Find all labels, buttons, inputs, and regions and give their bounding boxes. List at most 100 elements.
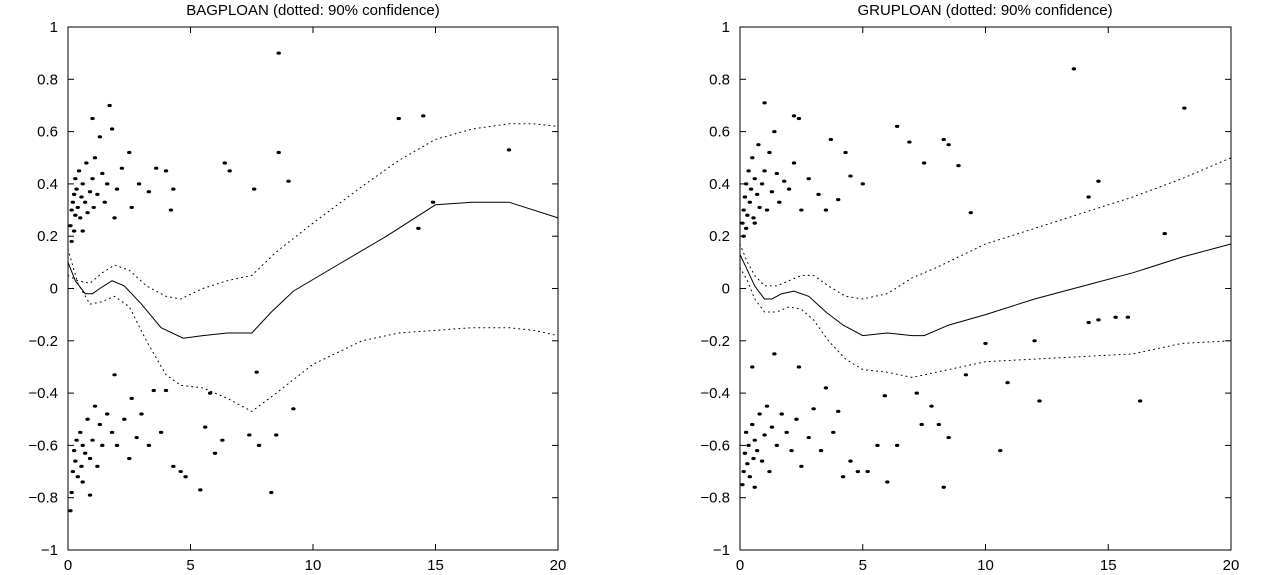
left-data-point <box>95 192 100 196</box>
left-data-point <box>80 182 85 186</box>
left-data-point <box>163 388 169 393</box>
right-data-point <box>1005 381 1010 385</box>
left-data-point <box>506 148 512 152</box>
right-data-point <box>885 480 890 484</box>
left-y-tick-label: 0.2 <box>37 228 58 245</box>
right-data-point <box>956 163 961 168</box>
right-data-point <box>796 365 802 369</box>
left-data-point <box>227 169 232 173</box>
left-y-tick-label: 0.6 <box>37 124 58 141</box>
right-y-tick-label: −0.4 <box>700 385 730 402</box>
left-data-point <box>74 187 79 191</box>
left-data-point <box>252 187 257 191</box>
left-data-point <box>105 182 110 186</box>
left-chart-group: 0 5 10 15 20 −1 −0.8 −0.6 −0.4 −0.2 0 0.2 0.4 0.6 0.8 1 <box>28 19 566 574</box>
right-data-point <box>921 161 927 165</box>
right-data-point <box>848 174 853 178</box>
right-data-point <box>836 197 841 202</box>
right-data-point <box>752 485 757 489</box>
right-y-tick-label: −0.6 <box>700 437 730 454</box>
left-data-point <box>127 150 132 155</box>
left-data-point <box>119 166 125 170</box>
left-data-point <box>84 161 89 165</box>
left-data-point <box>87 190 93 194</box>
right-data-point <box>777 200 782 204</box>
right-data-point <box>882 394 888 398</box>
right-data-point <box>843 150 848 155</box>
left-y-tick-label: −1 <box>41 542 58 559</box>
right-data-point <box>836 409 841 414</box>
left-data-point <box>286 179 291 183</box>
right-data-point <box>799 464 804 468</box>
left-data-point <box>80 229 85 233</box>
right-data-point <box>767 150 772 155</box>
right-data-point <box>743 182 749 186</box>
right-data-point <box>774 171 780 176</box>
right-data-point <box>894 124 900 128</box>
right-x-tick-label: 5 <box>859 557 867 574</box>
left-x-tick-label: 20 <box>550 557 567 574</box>
left-data-point <box>91 205 96 210</box>
left-x-tick-label: 15 <box>427 557 444 574</box>
right-data-point <box>745 213 750 217</box>
right-data-point <box>786 187 792 191</box>
right-data-point <box>740 221 745 225</box>
right-data-point <box>1162 231 1167 236</box>
left-y-tick-label: −0.4 <box>28 385 58 402</box>
right-data-point <box>747 200 753 204</box>
left-data-point <box>102 200 107 204</box>
left-data-point <box>254 370 259 374</box>
right-data-point <box>769 190 775 194</box>
left-data-point <box>222 161 227 165</box>
right-data-point <box>746 169 751 173</box>
left-data-point <box>78 216 83 220</box>
chart-title-right: GRUPLOAN (dotted: 90% confidence) <box>857 2 1113 19</box>
right-data-point <box>784 430 789 434</box>
left-data-point <box>127 456 132 461</box>
right-data-point <box>1113 315 1118 319</box>
left-data-point <box>73 459 78 463</box>
left-data-point <box>78 430 83 434</box>
right-data-point <box>1096 318 1101 322</box>
right-data-point <box>840 475 846 479</box>
left-y-tick-label: −0.2 <box>28 333 58 350</box>
right-data-point <box>748 187 754 191</box>
left-confidence-line <box>67 123 559 300</box>
left-y-tick-label: 0.8 <box>37 71 58 88</box>
left-data-point <box>68 509 73 513</box>
left-estimate-line <box>67 201 559 339</box>
right-data-point <box>740 483 745 487</box>
right-data-point <box>806 435 811 440</box>
right-data-point <box>750 365 755 369</box>
left-data-point <box>73 177 78 181</box>
right-x-tick-label: 15 <box>1100 557 1117 574</box>
right-data-point <box>914 391 919 395</box>
right-data-point <box>823 386 829 390</box>
left-data-point <box>109 430 115 434</box>
left-data-point <box>146 443 152 447</box>
right-x-tick-label: 20 <box>1223 557 1240 574</box>
left-data-point <box>70 469 76 474</box>
left-data-point <box>396 116 401 121</box>
right-data-point <box>1032 339 1037 343</box>
right-data-point <box>929 404 934 408</box>
left-data-point <box>112 373 117 377</box>
left-data-point <box>212 451 218 455</box>
right-data-point <box>855 469 861 474</box>
right-data-point <box>759 182 765 186</box>
right-data-point <box>1086 320 1091 325</box>
right-data-point <box>751 216 756 220</box>
left-x-tick-label: 5 <box>186 557 194 574</box>
right-y-tick-label: −1 <box>713 542 730 559</box>
right-data-point <box>946 435 951 440</box>
right-data-point <box>828 137 834 142</box>
right-confidence-line <box>739 267 1232 378</box>
left-data-point <box>114 187 120 191</box>
left-data-point <box>146 190 152 194</box>
left-data-point <box>269 490 274 495</box>
left-data-point <box>87 456 93 461</box>
left-y-tick-label: 0.4 <box>37 176 58 193</box>
right-x-tick-label: 10 <box>977 557 994 574</box>
right-data-point <box>907 140 912 144</box>
left-data-point <box>421 114 426 118</box>
